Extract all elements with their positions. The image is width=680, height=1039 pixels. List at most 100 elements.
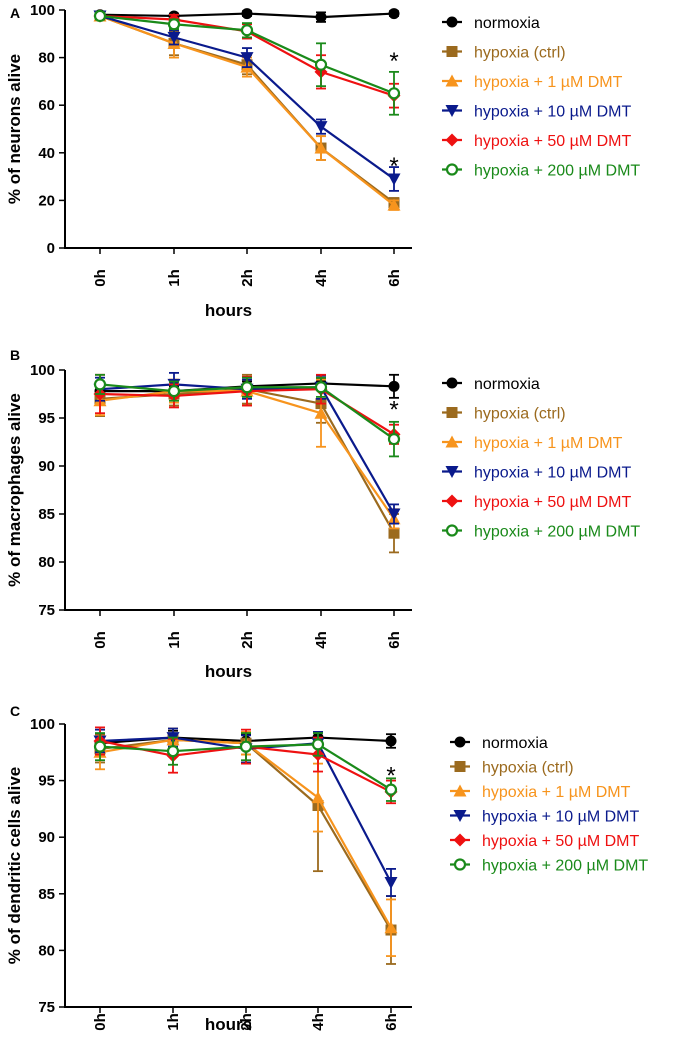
legend-label: hypoxia + 50 µM DMT xyxy=(474,133,632,150)
legend-marker xyxy=(453,784,467,797)
x-axis-title: hours xyxy=(205,1015,252,1034)
data-point xyxy=(384,876,398,889)
x-tick-label: 2h xyxy=(239,269,256,287)
data-point xyxy=(239,740,253,753)
y-tick-label: 80 xyxy=(38,942,55,959)
legend-label: hypoxia (ctrl) xyxy=(474,406,566,423)
y-tick-label: 100 xyxy=(30,2,55,19)
data-point xyxy=(387,198,401,211)
series-6 xyxy=(93,373,401,458)
data-point xyxy=(385,735,397,747)
legend-marker xyxy=(453,858,467,871)
data-point xyxy=(167,18,181,31)
legend-label: normoxia xyxy=(474,15,540,32)
data-point xyxy=(93,378,107,391)
legend-label: hypoxia + 200 µM DMT xyxy=(474,163,640,180)
y-tick-label: 80 xyxy=(38,50,55,67)
significance-star: * xyxy=(389,397,398,424)
x-tick-label: 2h xyxy=(238,1013,255,1031)
x-tick-label: 6h xyxy=(386,269,403,287)
series-2 xyxy=(94,10,400,209)
y-tick-label: 100 xyxy=(30,362,55,379)
legend-marker xyxy=(445,74,459,87)
data-point xyxy=(93,9,107,23)
legend-marker xyxy=(453,833,467,847)
legend: normoxia hypoxia (ctrl) hypoxia + 1 µM DMT… xyxy=(442,15,640,180)
series-line xyxy=(99,14,395,207)
legend-marker xyxy=(446,16,458,28)
y-tick-label: 75 xyxy=(38,602,55,619)
legend-marker xyxy=(446,407,458,418)
panel-letter: B xyxy=(10,347,20,363)
data-point xyxy=(384,921,398,934)
data-point xyxy=(240,52,254,65)
panel-a: A 0 20 40 60 80 100 0h 1h 2h 4h 6h hours % of neurons… xyxy=(5,2,640,320)
legend-label: hypoxia + 1 µM DMT xyxy=(474,435,623,452)
data-point xyxy=(314,381,328,394)
series-line xyxy=(99,14,395,180)
legend-label: hypoxia + 50 µM DMT xyxy=(482,833,640,850)
legend-label: hypoxia + 10 µM DMT xyxy=(482,809,640,826)
panel-letter: C xyxy=(10,703,20,719)
x-tick-label: 4h xyxy=(313,631,330,649)
data-point xyxy=(166,745,180,758)
data-point xyxy=(388,380,400,392)
data-point xyxy=(314,406,328,419)
y-tick-label: 95 xyxy=(38,773,55,790)
data-point xyxy=(240,24,254,37)
legend-marker xyxy=(445,466,459,478)
data-point xyxy=(240,381,254,394)
series-line xyxy=(99,14,395,204)
y-tick-label: 90 xyxy=(38,829,55,846)
legend-marker xyxy=(446,46,458,57)
y-tick-label: 40 xyxy=(38,145,55,162)
data-point xyxy=(167,31,181,44)
x-tick-label: 1h xyxy=(166,631,183,649)
y-tick-label: 85 xyxy=(38,886,55,903)
legend: normoxia hypoxia (ctrl) hypoxia + 1 µM DMT… xyxy=(442,376,640,541)
x-tick-label: 0h xyxy=(92,269,109,287)
x-axis-title: hours xyxy=(205,662,252,681)
legend-marker xyxy=(446,377,458,389)
data-point xyxy=(314,141,328,154)
legend-marker xyxy=(445,494,459,508)
data-point xyxy=(241,8,253,20)
panel-letter: A xyxy=(10,5,20,21)
data-point xyxy=(387,508,401,521)
x-tick-label: 4h xyxy=(310,1013,327,1031)
data-point xyxy=(387,87,401,100)
legend-label: hypoxia + 1 µM DMT xyxy=(474,74,623,91)
legend-label: hypoxia + 1 µM DMT xyxy=(482,784,631,801)
legend-label: hypoxia (ctrl) xyxy=(474,45,566,62)
x-tick-label: 0h xyxy=(92,631,109,649)
legend-marker xyxy=(445,163,459,176)
data-point xyxy=(315,11,327,23)
legend-marker xyxy=(445,524,459,537)
legend-label: normoxia xyxy=(482,735,548,752)
y-tick-label: 60 xyxy=(38,97,55,114)
legend-label: hypoxia + 200 µM DMT xyxy=(482,858,648,875)
y-tick-label: 95 xyxy=(38,410,55,427)
x-tick-label: 1h xyxy=(166,269,183,287)
x-tick-label: 2h xyxy=(239,631,256,649)
x-tick-label: 4h xyxy=(313,269,330,287)
y-tick-label: 75 xyxy=(38,999,55,1016)
x-tick-label: 6h xyxy=(383,1013,400,1031)
x-axis-title: hours xyxy=(205,301,252,320)
y-tick-label: 100 xyxy=(30,716,55,733)
series-6 xyxy=(93,732,398,802)
y-axis-title: % of dendritic cells alive xyxy=(5,767,24,964)
legend-label: hypoxia + 50 µM DMT xyxy=(474,494,632,511)
series-line xyxy=(99,738,392,929)
data-point xyxy=(384,783,398,796)
series-3 xyxy=(93,9,401,211)
y-tick-label: 85 xyxy=(38,506,55,523)
legend-marker xyxy=(445,105,459,117)
legend-marker xyxy=(454,736,466,748)
series-line xyxy=(99,388,395,534)
y-tick-label: 20 xyxy=(38,192,55,209)
x-tick-label: 0h xyxy=(92,1013,109,1031)
x-tick-label: 6h xyxy=(386,631,403,649)
panel-b: B 75 80 85 90 95 100 0h 1h 2h 4h 6h hours % of macrop… xyxy=(5,347,640,681)
